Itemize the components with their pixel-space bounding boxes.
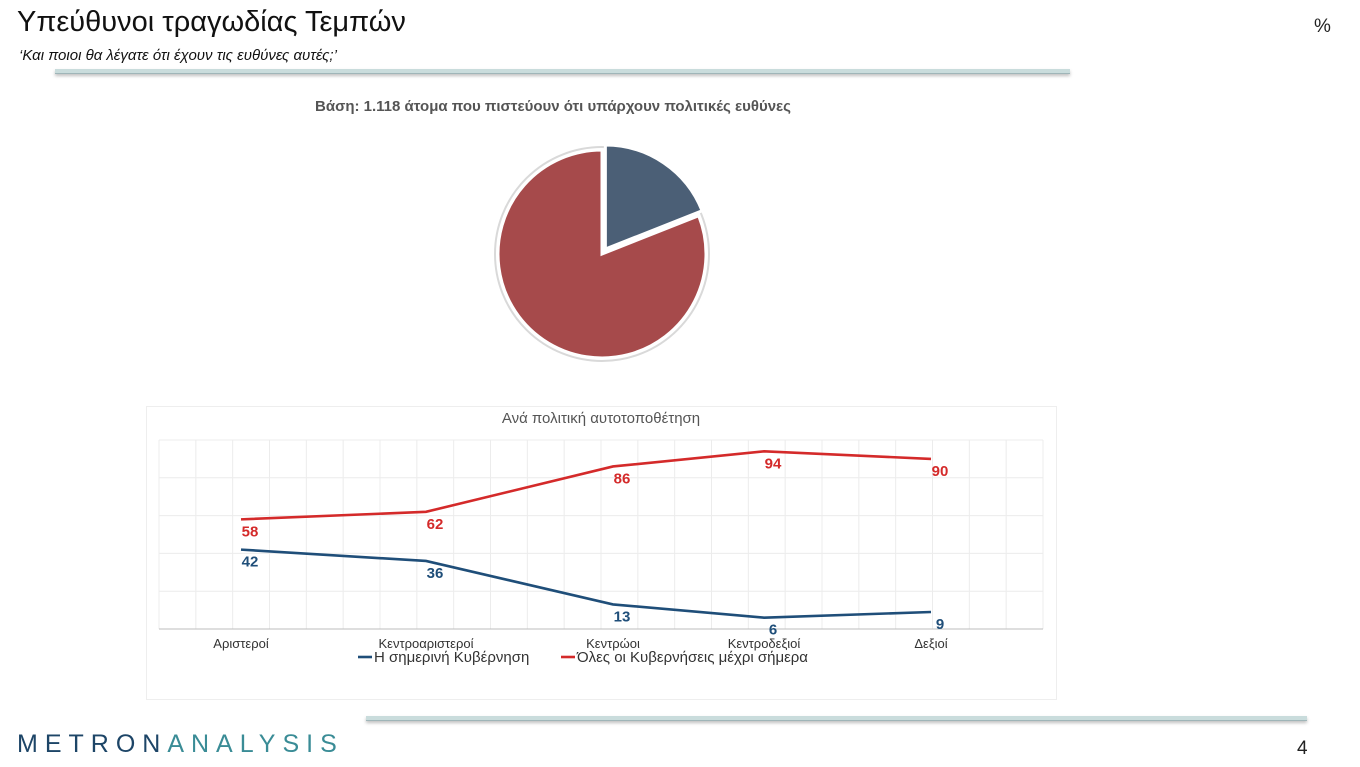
x-tick-label: Κεντρώοι bbox=[586, 636, 640, 651]
data-label: 86 bbox=[614, 470, 631, 487]
logo-metron: METRON bbox=[17, 730, 168, 758]
data-label: 90 bbox=[932, 463, 949, 480]
top-divider bbox=[55, 69, 1070, 74]
data-label: 94 bbox=[765, 455, 782, 472]
x-tick-label: Κεντροδεξιοί bbox=[728, 636, 801, 651]
data-label: 6 bbox=[769, 622, 777, 639]
legend-item-0: Η σημερινή Κυβέρνηση bbox=[358, 649, 529, 666]
x-tick-label: Κεντροαριστεροί bbox=[379, 636, 474, 651]
series-line-1 bbox=[240, 450, 932, 521]
data-label: 42 bbox=[242, 554, 259, 571]
data-label: 62 bbox=[427, 516, 444, 533]
slide-subtitle: ‘Και ποιοι θα λέγατε ότι έχουν τις ευθύν… bbox=[19, 47, 337, 64]
legend-label: Η σημερινή Κυβέρνηση bbox=[374, 649, 529, 666]
line-chart-title: Ανά πολιτική αυτοτοποθέτηση bbox=[502, 410, 700, 427]
page-number: 4 bbox=[1297, 738, 1308, 759]
bottom-divider bbox=[366, 716, 1307, 721]
line-chart-panel: Ανά πολιτική αυτοτοποθέτηση 42 36 13 6 9 58 62 8… bbox=[146, 406, 1057, 700]
pie-slice-1 bbox=[496, 148, 708, 360]
legend-item-1: Όλες οι Κυβερνήσεις μέχρι σήμερα bbox=[561, 649, 808, 666]
line-chart: Ανά πολιτική αυτοτοποθέτηση 42 36 13 6 9 58 62 8… bbox=[158, 410, 1044, 666]
x-tick-label: Δεξιοί bbox=[914, 636, 947, 651]
unit-label: % bbox=[1314, 16, 1331, 37]
data-label: 13 bbox=[614, 608, 631, 625]
logo-analysis: ANALYSIS bbox=[167, 730, 344, 758]
pie-chart bbox=[494, 143, 710, 362]
legend-label: Όλες οι Κυβερνήσεις μέχρι σήμερα bbox=[576, 649, 808, 666]
x-tick-label: Αριστεροί bbox=[213, 636, 269, 651]
pie-chart-title: Βάση: 1.118 άτομα που πιστεύουν ότι υπάρ… bbox=[315, 98, 791, 115]
slide-title: Υπεύθυνοι τραγωδίας Τεμπών bbox=[17, 6, 406, 38]
metron-analysis-logo: METRONANALYSIS bbox=[17, 730, 344, 759]
data-label: 9 bbox=[936, 616, 944, 633]
pie-slice-0 bbox=[603, 143, 705, 252]
data-label: 58 bbox=[242, 523, 259, 540]
series-line-0 bbox=[240, 548, 932, 619]
data-label: 36 bbox=[427, 565, 444, 582]
